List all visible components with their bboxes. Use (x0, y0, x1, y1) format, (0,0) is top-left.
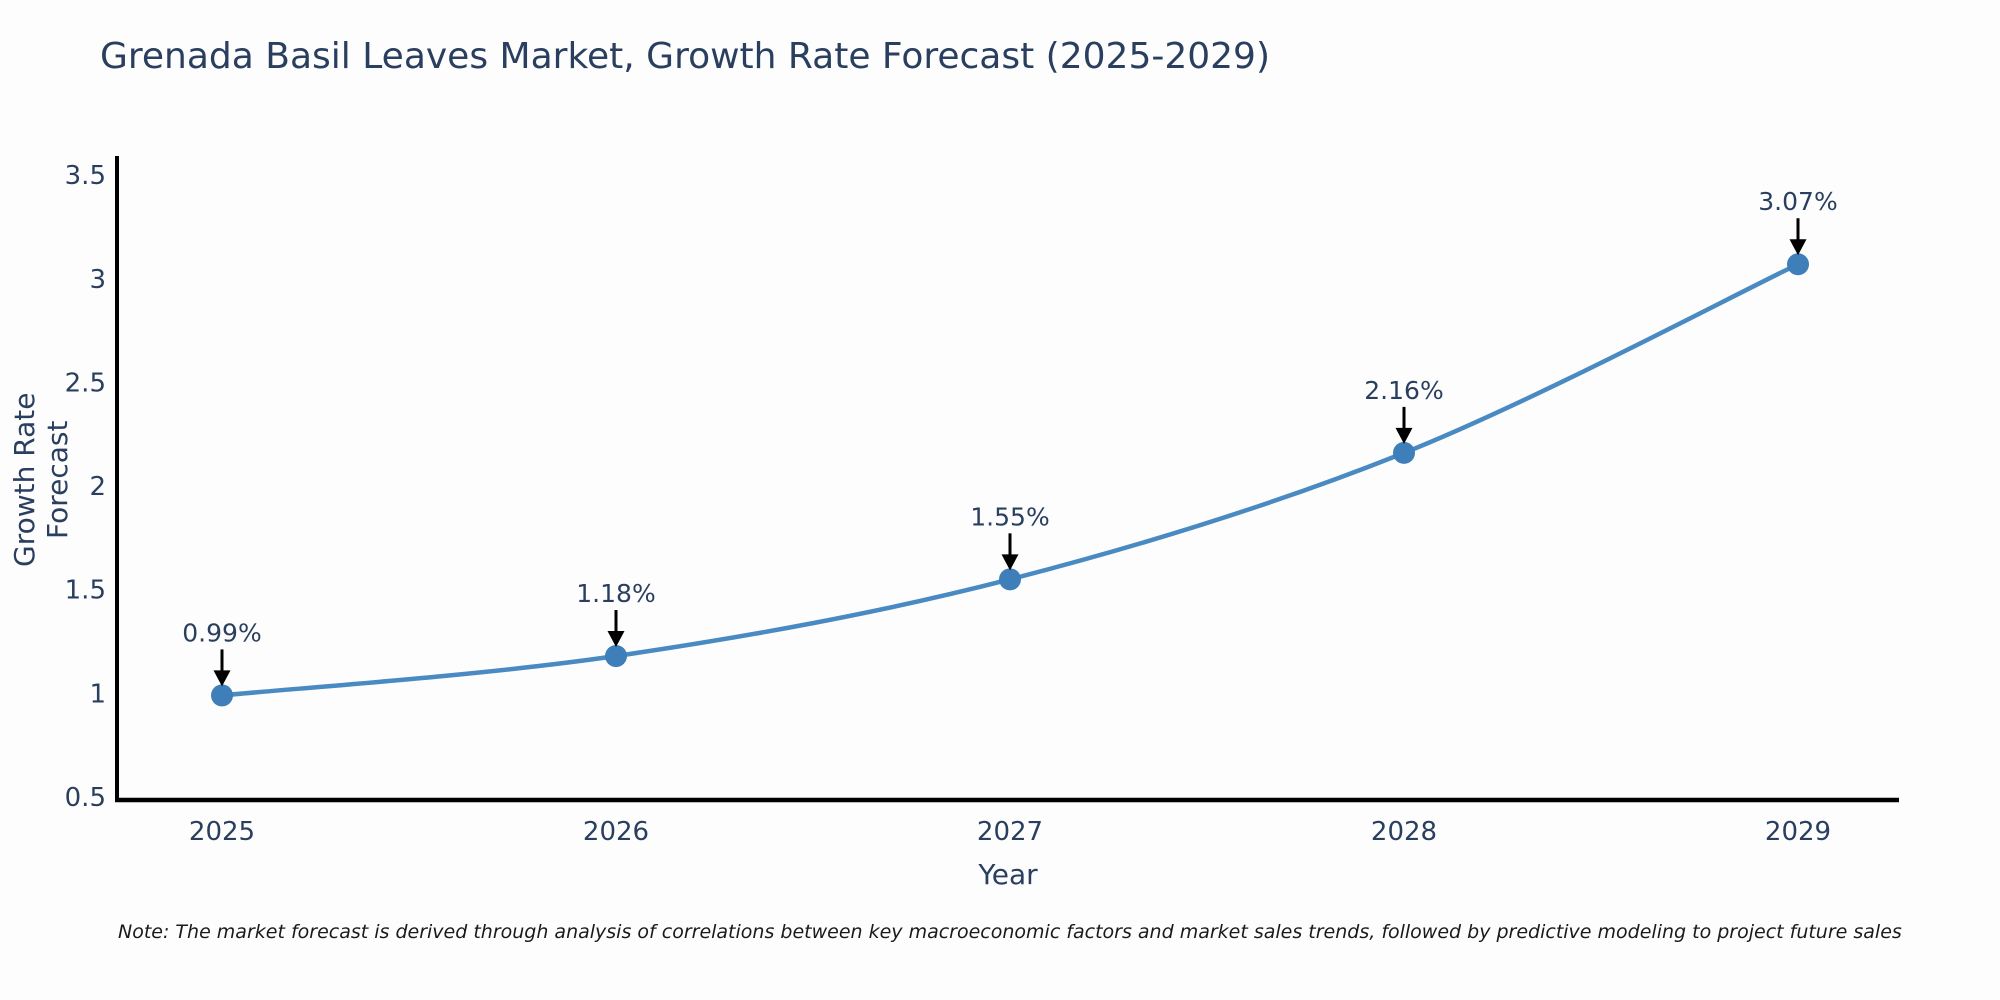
x-tick-label: 2026 (583, 817, 649, 847)
data-point-marker (999, 568, 1021, 591)
annotation-label: 1.55% (970, 502, 1049, 531)
y-tick-label: 3 (89, 265, 106, 295)
x-axis-title: Year (978, 858, 1038, 891)
annotation-label: 0.99% (182, 618, 261, 647)
data-point-marker (1787, 253, 1809, 276)
x-tick-label: 2029 (1765, 817, 1831, 847)
y-tick-label: 0.5 (65, 783, 106, 813)
data-point-marker (211, 684, 233, 707)
annotation-arrowhead (1395, 427, 1413, 444)
x-tick-label: 2027 (977, 817, 1043, 847)
annotation-arrowhead (607, 631, 625, 648)
annotation-arrowhead (213, 670, 231, 687)
annotation-label: 1.18% (576, 579, 655, 608)
footnote: Note: The market forecast is derived thr… (118, 921, 1902, 943)
y-tick-label: 2.5 (65, 368, 106, 398)
x-tick-label: 2028 (1371, 817, 1437, 847)
data-point-marker (605, 645, 627, 668)
y-tick-label: 1 (89, 679, 106, 709)
y-tick-label: 3.5 (65, 161, 106, 191)
annotation-arrowhead (1001, 554, 1019, 571)
annotation-arrowhead (1789, 239, 1807, 256)
y-tick-label: 1.5 (65, 576, 106, 606)
annotation-label: 2.16% (1364, 376, 1443, 405)
x-tick-label: 2025 (189, 817, 255, 847)
y-tick-label: 2 (89, 472, 106, 502)
forecast-line (219, 261, 1801, 698)
annotation-label: 3.07% (1758, 187, 1837, 216)
chart-title: Grenada Basil Leaves Market, Growth Rate… (100, 36, 1270, 77)
data-point-marker (1393, 441, 1415, 464)
